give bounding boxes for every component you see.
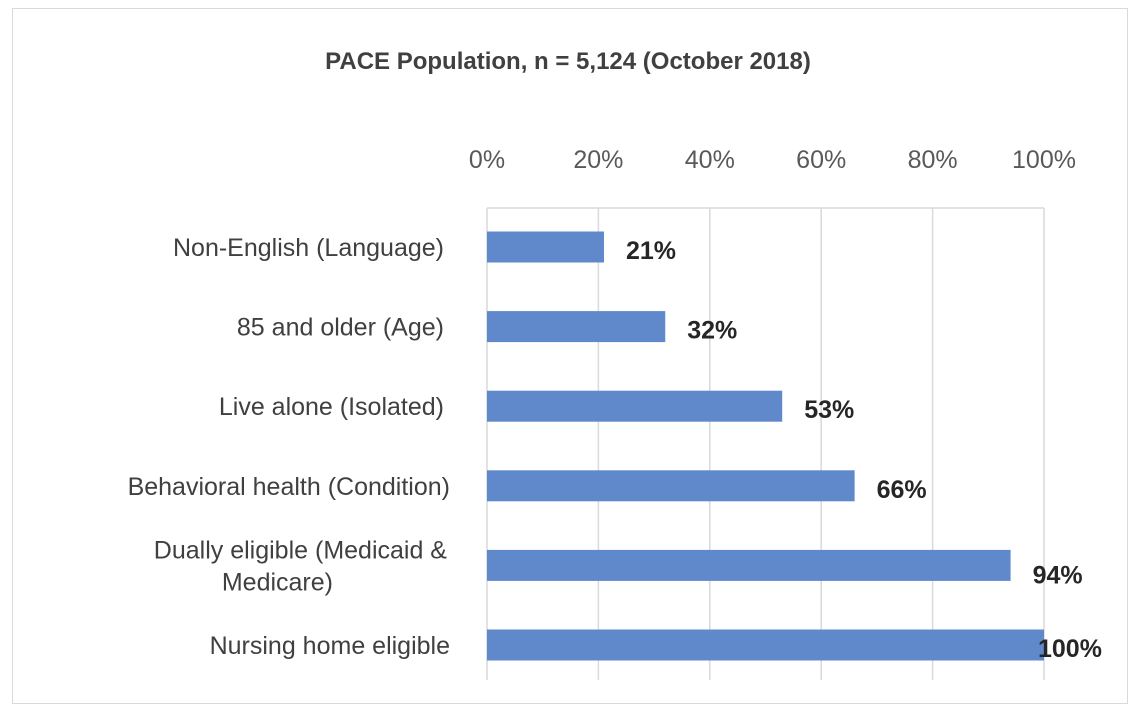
bar — [487, 231, 604, 263]
data-label: 66% — [877, 476, 927, 504]
category-label: Live alone (Isolated) — [219, 393, 444, 421]
data-label: 94% — [1033, 561, 1083, 589]
category-label: Nursing home eligible — [210, 632, 450, 660]
chart-frame — [12, 8, 1128, 704]
bar — [487, 470, 855, 502]
category-label: Non-English (Language) — [173, 234, 444, 262]
category-label: Dually eligible (Medicaid & — [154, 536, 448, 564]
data-label: 21% — [626, 237, 676, 265]
x-tick-label: 40% — [685, 146, 735, 174]
x-tick-label: 100% — [1012, 146, 1076, 174]
category-label: Behavioral health (Condition) — [128, 473, 450, 501]
x-tick-label: 20% — [573, 146, 623, 174]
bar — [487, 390, 783, 422]
bar — [487, 629, 1044, 661]
data-label: 53% — [804, 396, 854, 424]
bar — [487, 311, 666, 343]
x-tick-label: 80% — [908, 146, 958, 174]
data-label: 100% — [1038, 635, 1102, 663]
data-label: 32% — [687, 317, 737, 345]
x-tick-label: 0% — [469, 146, 505, 174]
category-label: 85 and older (Age) — [237, 314, 444, 342]
chart-title: PACE Population, n = 5,124 (October 2018… — [325, 48, 811, 75]
category-label: Medicare) — [222, 568, 333, 596]
x-tick-label: 60% — [796, 146, 846, 174]
bar — [487, 549, 1011, 581]
